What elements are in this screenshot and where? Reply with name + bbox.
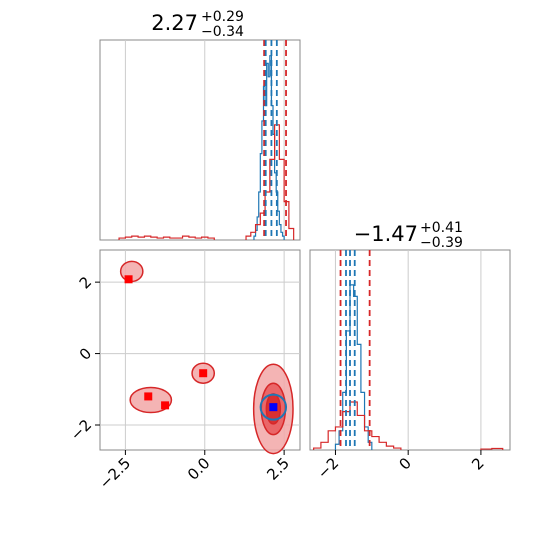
red-marker-4 — [199, 369, 208, 378]
y-tick-label-0: 2 — [76, 273, 95, 292]
y-tick-label-2: −2 — [67, 416, 95, 444]
x-tick-label-2: 2.5 — [263, 454, 293, 484]
title-right-plus: +0.41 — [420, 220, 463, 236]
panel-top-left-histogram: 2.27 +0.29 −0.34 — [99, 9, 301, 241]
panel-bottom-right-histogram: −2 0 2 −1.47 +0.41 −0.39 — [309, 220, 511, 482]
panel-bottom-right-x-ticks: −2 0 2 — [314, 450, 488, 482]
x-tick-label-1: 0.0 — [184, 454, 214, 484]
title-top-minus: −0.34 — [201, 24, 244, 40]
title-right-minus: −0.39 — [420, 235, 463, 251]
panel-bottom-left-x-ticks: −2.5 0.0 2.5 — [96, 450, 293, 493]
x-tick-label-1: 0 — [396, 454, 415, 473]
x-tick-label-0: −2.5 — [96, 454, 134, 492]
red-marker-2 — [144, 392, 153, 401]
panel-bottom-left-contour: −2.5 0.0 2.5 2 0 −2 — [67, 249, 301, 493]
panel-bottom-right-frame — [309, 249, 511, 451]
panel-top-left-grid — [124, 40, 285, 240]
red-marker-1 — [124, 275, 133, 284]
histogram-series-1 — [313, 401, 504, 450]
panel-bottom-left-regions — [119, 260, 294, 455]
panel-top-left-quantile-lines — [263, 40, 287, 240]
y-tick-label-1: 0 — [76, 344, 95, 363]
panel-bottom-right-grid — [334, 250, 482, 450]
panel-bottom-left-y-ticks: 2 0 −2 — [67, 273, 100, 444]
histogram-series-0 — [253, 55, 285, 240]
blue-contour — [259, 393, 288, 421]
red-marker-3 — [161, 401, 170, 410]
title-top-median: 2.27 — [151, 11, 198, 35]
x-tick-label-2: 2 — [468, 454, 487, 473]
title-top-plus: +0.29 — [201, 9, 244, 25]
x-tick-label-0: −2 — [314, 454, 342, 482]
title-right-median: −1.47 — [354, 222, 418, 246]
panel-bottom-right-quantile-lines — [339, 250, 371, 450]
blue-marker — [269, 403, 278, 412]
